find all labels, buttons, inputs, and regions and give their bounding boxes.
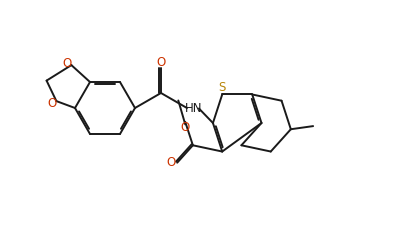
Text: O: O: [48, 97, 57, 110]
Text: S: S: [219, 82, 226, 94]
Text: O: O: [63, 57, 72, 70]
Text: O: O: [180, 122, 190, 134]
Text: O: O: [156, 56, 165, 69]
Text: O: O: [166, 156, 175, 169]
Text: HN: HN: [185, 101, 203, 115]
